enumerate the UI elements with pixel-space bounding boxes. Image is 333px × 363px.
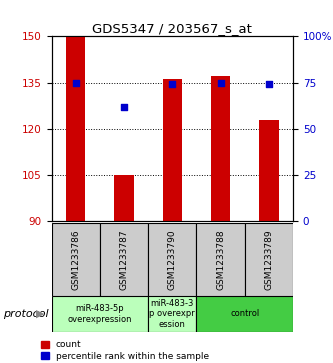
Bar [148, 296, 196, 332]
Text: GSM1233786: GSM1233786 [71, 229, 80, 290]
Text: ▶: ▶ [36, 309, 44, 319]
Bar [52, 296, 148, 332]
Text: GSM1233787: GSM1233787 [120, 229, 129, 290]
Text: GSM1233788: GSM1233788 [216, 229, 225, 290]
Legend: count, percentile rank within the sample: count, percentile rank within the sample [40, 338, 211, 363]
Bar [66, 36, 86, 221]
Point [170, 82, 175, 87]
Text: miR-483-5p
overexpression: miR-483-5p overexpression [68, 304, 132, 324]
Text: protocol: protocol [3, 309, 49, 319]
Text: GSM1233789: GSM1233789 [264, 229, 273, 290]
Point [122, 104, 127, 110]
Bar [211, 77, 230, 221]
Bar [52, 223, 100, 296]
Point [218, 80, 223, 86]
Bar [163, 79, 182, 221]
Text: GSM1233790: GSM1233790 [168, 229, 177, 290]
Bar [100, 223, 148, 296]
Bar [115, 175, 134, 221]
Text: control: control [230, 310, 259, 318]
Bar [245, 223, 293, 296]
Text: miR-483-3
p overexpr
ession: miR-483-3 p overexpr ession [150, 299, 195, 329]
Point [73, 80, 79, 86]
Bar [196, 296, 293, 332]
Title: GDS5347 / 203567_s_at: GDS5347 / 203567_s_at [92, 22, 252, 35]
Bar [196, 223, 245, 296]
Bar [148, 223, 196, 296]
Point [266, 82, 272, 87]
Bar [259, 120, 278, 221]
